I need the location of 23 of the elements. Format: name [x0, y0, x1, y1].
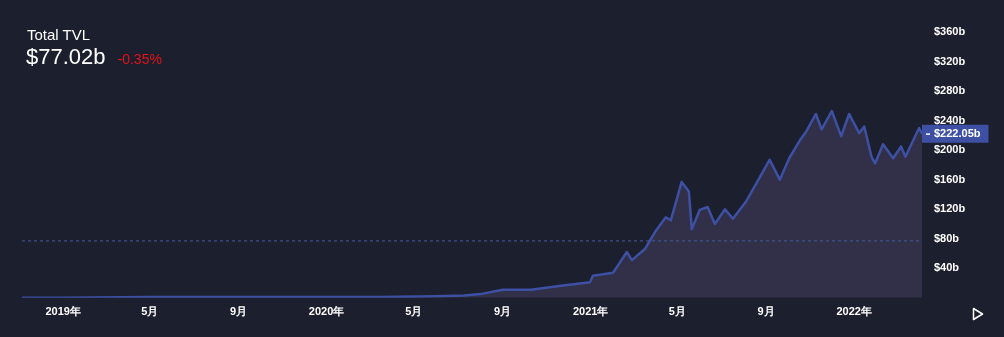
x-tick-label: 9月 [757, 305, 775, 318]
x-tick-label: 5月 [668, 305, 686, 318]
x-tick-label: 9月 [494, 305, 512, 318]
text: $77.02b [26, 44, 106, 70]
y-tick-label: $80b [934, 231, 960, 244]
x-tick-label: 2020年 [308, 305, 345, 318]
chart-title: Total TVL [27, 26, 91, 43]
y-tick-label: $120b [934, 202, 966, 215]
x-tick-label: 5月 [141, 305, 159, 318]
y-tick-label: $280b [934, 84, 966, 97]
y-tick-label: $160b [934, 172, 966, 185]
x-tick-label: 2021年 [572, 305, 609, 318]
y-tick-label: $360b [934, 25, 966, 38]
annotation: -0.35% [117, 51, 162, 67]
x-tick-label: 2019年 [45, 305, 81, 318]
annotation: $222.05b [934, 126, 981, 139]
y-tick-label: $40b [934, 261, 960, 274]
x-tick-label: 9月 [229, 305, 248, 318]
y-tick-label: $320b [934, 54, 966, 67]
x-tick-label: 2022年 [836, 305, 872, 318]
x-tick-label: 5月 [405, 305, 423, 318]
y-tick-label: $200b [934, 143, 966, 156]
y-tick-label: $240b [934, 113, 966, 126]
